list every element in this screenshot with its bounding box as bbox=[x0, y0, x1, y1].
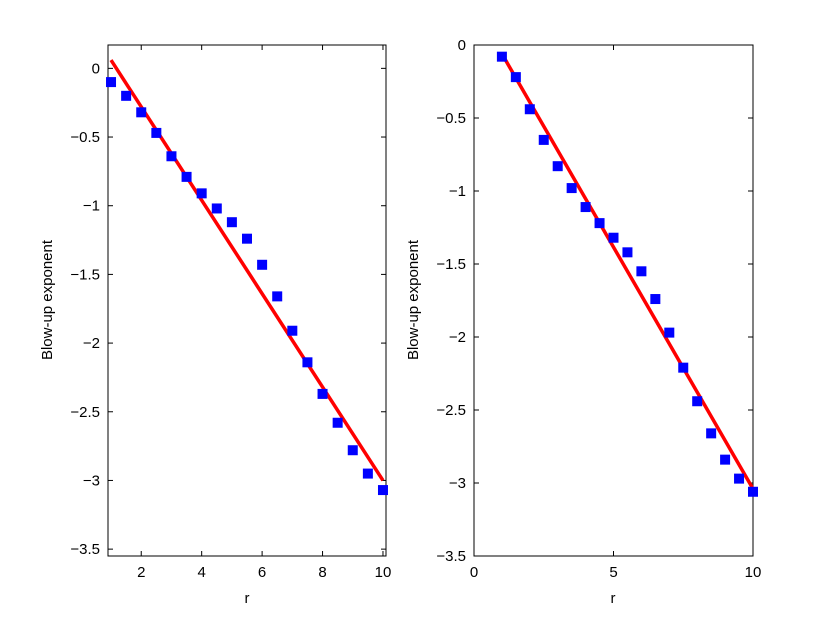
left-y-ticks: 0 −0.5 −1 −1.5 −2 −2.5 −3 −3.5 bbox=[70, 60, 386, 558]
left-data-point bbox=[121, 90, 132, 101]
right-x-axis-label: r bbox=[611, 590, 616, 607]
left-plot-area bbox=[107, 44, 387, 557]
right-x-tick-label: 0 bbox=[470, 564, 478, 581]
right-x-ticks: 0 5 10 bbox=[470, 45, 762, 581]
left-x-ticks: 2 4 6 8 10 bbox=[137, 45, 391, 581]
left-data-point bbox=[242, 233, 252, 244]
right-data-point bbox=[496, 51, 507, 62]
left-x-axis-label: r bbox=[245, 590, 250, 607]
left-subplot: 2 4 6 8 10 0 −0.5 −1 −1.5 −2 −2.5 −3 −3.5 r Blow-up… bbox=[39, 44, 391, 607]
right-data-point bbox=[594, 218, 605, 229]
right-y-tick-label: −1.5 bbox=[436, 256, 466, 273]
right-data-point bbox=[510, 72, 521, 83]
right-data-point bbox=[748, 486, 758, 497]
left-y-tick-label: −2 bbox=[83, 335, 100, 352]
left-data-point bbox=[272, 291, 283, 302]
left-data-point bbox=[332, 417, 343, 428]
left-y-tick-label: −1 bbox=[83, 198, 100, 215]
left-data-point bbox=[136, 107, 147, 118]
right-fit-line bbox=[500, 52, 755, 490]
left-x-tick-label: 4 bbox=[198, 564, 206, 581]
right-y-tick-label: 0 bbox=[458, 37, 466, 54]
left-y-axis-label: Blow-up exponent bbox=[39, 239, 56, 360]
right-data-point bbox=[566, 183, 577, 194]
right-y-tick-label: −2.5 bbox=[436, 402, 466, 419]
left-data-point bbox=[257, 259, 268, 270]
right-data-marks bbox=[496, 51, 758, 497]
left-data-point bbox=[377, 485, 388, 496]
right-data-point bbox=[552, 161, 563, 172]
right-y-axis-label: Blow-up exponent bbox=[405, 239, 422, 360]
left-data-point bbox=[317, 388, 328, 399]
left-data-point bbox=[302, 357, 313, 368]
right-data-point bbox=[706, 428, 717, 439]
right-data-point bbox=[692, 396, 703, 407]
left-y-tick-label: −3.5 bbox=[70, 541, 100, 558]
left-data-point bbox=[181, 171, 192, 182]
right-data-point bbox=[524, 104, 535, 115]
left-data-point bbox=[226, 217, 237, 228]
right-subplot: 0 5 10 0 −0.5 −1 −1.5 −2 −2.5 −3 −3.5 r Blow-up e… bbox=[405, 37, 761, 607]
left-data-point bbox=[211, 203, 222, 214]
left-y-tick-label: −3 bbox=[83, 472, 100, 489]
left-x-tick-label: 2 bbox=[137, 564, 145, 581]
left-data-point bbox=[166, 151, 177, 162]
left-y-tick-label: 0 bbox=[92, 60, 100, 77]
right-y-ticks: 0 −0.5 −1 −1.5 −2 −2.5 −3 −3.5 bbox=[436, 37, 753, 565]
right-y-tick-label: −0.5 bbox=[436, 110, 466, 127]
left-x-tick-label: 8 bbox=[318, 564, 326, 581]
left-x-tick-label: 6 bbox=[258, 564, 266, 581]
right-data-point bbox=[538, 134, 549, 145]
left-data-marks bbox=[106, 59, 388, 496]
right-data-point bbox=[650, 294, 661, 305]
right-data-point bbox=[622, 247, 633, 258]
right-x-tick-label: 5 bbox=[609, 564, 617, 581]
left-y-tick-label: −1.5 bbox=[70, 266, 100, 283]
right-y-tick-label: −3.5 bbox=[436, 548, 466, 565]
right-data-point bbox=[664, 327, 675, 338]
left-data-point bbox=[362, 468, 373, 479]
left-data-point bbox=[347, 445, 358, 456]
right-y-tick-label: −1 bbox=[449, 183, 466, 200]
right-data-point bbox=[720, 454, 731, 465]
left-data-point bbox=[151, 127, 162, 138]
left-y-tick-label: −0.5 bbox=[70, 129, 100, 146]
left-x-tick-label: 10 bbox=[375, 564, 392, 581]
right-y-tick-label: −2 bbox=[449, 329, 466, 346]
left-data-point bbox=[287, 325, 298, 336]
left-data-point bbox=[196, 188, 207, 199]
left-data-point bbox=[106, 77, 117, 88]
right-x-tick-label: 10 bbox=[745, 564, 762, 581]
left-y-tick-label: −2.5 bbox=[70, 404, 100, 421]
right-data-point bbox=[678, 362, 689, 373]
right-data-point bbox=[608, 232, 619, 243]
right-data-point bbox=[734, 473, 745, 484]
left-fit-line bbox=[109, 59, 385, 482]
right-data-point bbox=[580, 202, 591, 213]
right-data-point bbox=[636, 266, 647, 277]
right-y-tick-label: −3 bbox=[449, 475, 466, 492]
right-plot-area bbox=[473, 44, 754, 557]
